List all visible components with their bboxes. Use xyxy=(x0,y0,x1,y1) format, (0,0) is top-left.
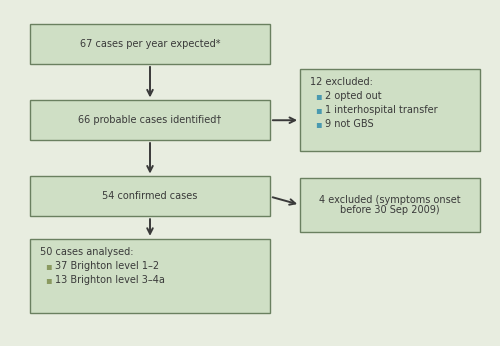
Text: 4 excluded (symptoms onset: 4 excluded (symptoms onset xyxy=(319,195,461,205)
Text: 1 interhospital transfer: 1 interhospital transfer xyxy=(325,105,438,115)
Text: before 30 Sep 2009): before 30 Sep 2009) xyxy=(340,205,440,215)
Text: 50 cases analysed:: 50 cases analysed: xyxy=(40,247,134,257)
Text: 9 not GBS: 9 not GBS xyxy=(325,119,374,129)
Text: 13 Brighton level 3–4a: 13 Brighton level 3–4a xyxy=(55,275,165,284)
FancyBboxPatch shape xyxy=(300,69,480,151)
Text: ▪: ▪ xyxy=(315,105,322,115)
Text: ▪: ▪ xyxy=(315,119,322,129)
FancyBboxPatch shape xyxy=(30,239,270,313)
Text: 67 cases per year expected*: 67 cases per year expected* xyxy=(80,39,220,49)
Text: 37 Brighton level 1–2: 37 Brighton level 1–2 xyxy=(55,261,159,271)
FancyBboxPatch shape xyxy=(30,176,270,216)
Text: ▪: ▪ xyxy=(45,261,52,271)
FancyBboxPatch shape xyxy=(300,178,480,232)
Text: 54 confirmed cases: 54 confirmed cases xyxy=(102,191,198,201)
Text: 2 opted out: 2 opted out xyxy=(325,91,382,101)
Text: ▪: ▪ xyxy=(315,91,322,101)
Text: ▪: ▪ xyxy=(45,275,52,284)
Text: 12 excluded:: 12 excluded: xyxy=(310,78,373,87)
FancyBboxPatch shape xyxy=(30,100,270,140)
FancyBboxPatch shape xyxy=(30,24,270,64)
Text: 66 probable cases identified†: 66 probable cases identified† xyxy=(78,115,222,125)
